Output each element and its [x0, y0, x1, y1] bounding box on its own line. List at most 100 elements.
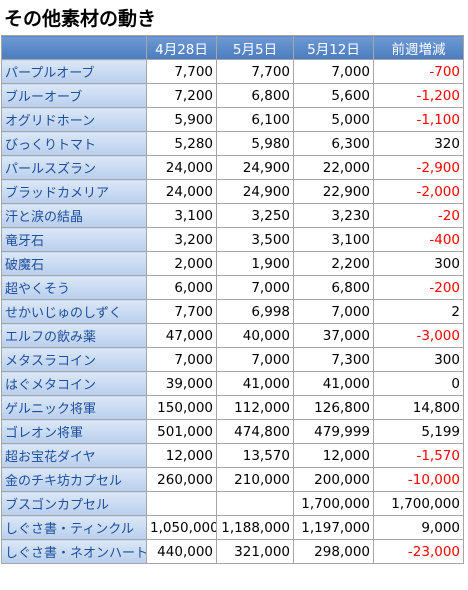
header-row: 4月28日 5月5日 5月12日 前週増減 [1, 35, 464, 60]
price-cell: 2,000 [146, 251, 217, 276]
price-cell [216, 491, 294, 516]
item-name: ゴレオン将軍 [1, 419, 147, 444]
table-row: はぐメタコイン 39,000 41,000 41,000 0 [1, 371, 464, 396]
item-name: 超お宝花ダイヤ [1, 443, 147, 468]
title: その他素材の動き [4, 8, 157, 30]
item-name: ブスゴンカプセル [1, 491, 147, 516]
price-cell: 3,100 [146, 203, 217, 228]
price-cell: 7,000 [216, 347, 294, 372]
column-header: 5月12日 [293, 35, 374, 60]
table-row: 汗と涙の結晶 3,100 3,250 3,230 -20 [1, 203, 464, 228]
price-cell: 40,000 [216, 323, 294, 348]
change-cell: -400 [373, 227, 464, 252]
price-cell: 112,000 [216, 395, 294, 420]
change-cell: 300 [373, 251, 464, 276]
item-name: びっくりトマト [1, 131, 147, 156]
change-cell: -1,570 [373, 443, 464, 468]
table-row: ゲルニック将軍 150,000 112,000 126,800 14,800 [1, 395, 464, 420]
table-row: びっくりトマト 5,280 5,980 6,300 320 [1, 131, 464, 156]
price-cell: 6,800 [293, 275, 374, 300]
price-cell: 3,250 [216, 203, 294, 228]
change-cell: 320 [373, 131, 464, 156]
item-name: 竜牙石 [1, 227, 147, 252]
change-cell: 9,000 [373, 515, 464, 540]
price-cell: 3,100 [293, 227, 374, 252]
price-cell: 200,000 [293, 467, 374, 492]
price-cell: 150,000 [146, 395, 217, 420]
item-name: 破魔石 [1, 251, 147, 276]
change-cell: -700 [373, 59, 464, 84]
price-cell: 298,000 [293, 539, 374, 564]
item-name: しぐさ書・ティンクル [1, 515, 147, 540]
price-cell: 6,300 [293, 131, 374, 156]
price-cell: 1,188,000 [216, 515, 294, 540]
table-row: エルフの飲み薬 47,000 40,000 37,000 -3,000 [1, 323, 464, 348]
price-cell: 7,700 [146, 59, 217, 84]
price-cell: 6,100 [216, 107, 294, 132]
price-cell: 39,000 [146, 371, 217, 396]
price-cell: 24,000 [146, 179, 217, 204]
item-name: パールスズラン [1, 155, 147, 180]
item-name: 汗と涙の結晶 [1, 203, 147, 228]
table-row: ブラッドカメリア 24,000 24,900 22,900 -2,000 [1, 179, 464, 204]
price-cell: 12,000 [293, 443, 374, 468]
price-cell: 7,700 [146, 299, 217, 324]
price-cell: 5,000 [293, 107, 374, 132]
price-cell: 6,800 [216, 83, 294, 108]
price-cell: 41,000 [216, 371, 294, 396]
table-row: ゴレオン将軍 501,000 474,800 479,999 5,199 [1, 419, 464, 444]
corner-cell [1, 35, 147, 60]
price-cell: 12,000 [146, 443, 217, 468]
price-cell: 1,197,000 [293, 515, 374, 540]
price-cell: 7,300 [293, 347, 374, 372]
price-table: 4月28日 5月5日 5月12日 前週増減 パープルオーブ 7,700 7,700 7,00… [1, 35, 464, 564]
table-body: パープルオーブ 7,700 7,700 7,000 -700 ブルーオーブ 7,200 6,8… [1, 59, 464, 564]
column-header: 前週増減 [373, 35, 464, 60]
change-cell: -1,100 [373, 107, 464, 132]
item-name: 超やくそう [1, 275, 147, 300]
price-cell: 7,000 [293, 59, 374, 84]
price-cell: 2,200 [293, 251, 374, 276]
price-cell: 501,000 [146, 419, 217, 444]
item-name: オグリドホーン [1, 107, 147, 132]
price-cell: 474,800 [216, 419, 294, 444]
table-row: オグリドホーン 5,900 6,100 5,000 -1,100 [1, 107, 464, 132]
change-cell: -1,200 [373, 83, 464, 108]
price-cell: 1,700,000 [293, 491, 374, 516]
price-cell: 24,000 [146, 155, 217, 180]
table-row: 竜牙石 3,200 3,500 3,100 -400 [1, 227, 464, 252]
table-row: ブスゴンカプセル 1,700,000 1,700,000 [1, 491, 464, 516]
price-cell: 5,280 [146, 131, 217, 156]
column-header: 5月5日 [216, 35, 294, 60]
price-cell: 1,900 [216, 251, 294, 276]
price-cell: 6,998 [216, 299, 294, 324]
table-row: しぐさ書・ネオンハート 440,000 321,000 298,000 -23,000 [1, 539, 464, 564]
price-cell: 6,000 [146, 275, 217, 300]
item-name: しぐさ書・ネオンハート [1, 539, 147, 564]
item-name: パープルオーブ [1, 59, 147, 84]
price-cell: 7,000 [293, 299, 374, 324]
table-row: せかいじゅのしずく 7,700 6,998 7,000 2 [1, 299, 464, 324]
price-cell: 479,999 [293, 419, 374, 444]
change-cell: 1,700,000 [373, 491, 464, 516]
table-row: 金のチキ坊カプセル 260,000 210,000 200,000 -10,000 [1, 467, 464, 492]
price-cell: 37,000 [293, 323, 374, 348]
price-cell: 3,500 [216, 227, 294, 252]
item-name: エルフの飲み薬 [1, 323, 147, 348]
table-row: パールスズラン 24,000 24,900 22,000 -2,900 [1, 155, 464, 180]
change-cell: -3,000 [373, 323, 464, 348]
price-cell: 5,900 [146, 107, 217, 132]
price-cell: 321,000 [216, 539, 294, 564]
item-name: ゲルニック将軍 [1, 395, 147, 420]
table-row: 超お宝花ダイヤ 12,000 13,570 12,000 -1,570 [1, 443, 464, 468]
price-cell: 126,800 [293, 395, 374, 420]
price-cell: 3,200 [146, 227, 217, 252]
change-cell: -10,000 [373, 467, 464, 492]
item-name: はぐメタコイン [1, 371, 147, 396]
column-header: 4月28日 [146, 35, 217, 60]
price-cell: 440,000 [146, 539, 217, 564]
change-cell: 14,800 [373, 395, 464, 420]
table-row: パープルオーブ 7,700 7,700 7,000 -700 [1, 59, 464, 84]
table-row: しぐさ書・ティンクル 1,050,000 1,188,000 1,197,000 9,0… [1, 515, 464, 540]
price-cell: 7,700 [216, 59, 294, 84]
